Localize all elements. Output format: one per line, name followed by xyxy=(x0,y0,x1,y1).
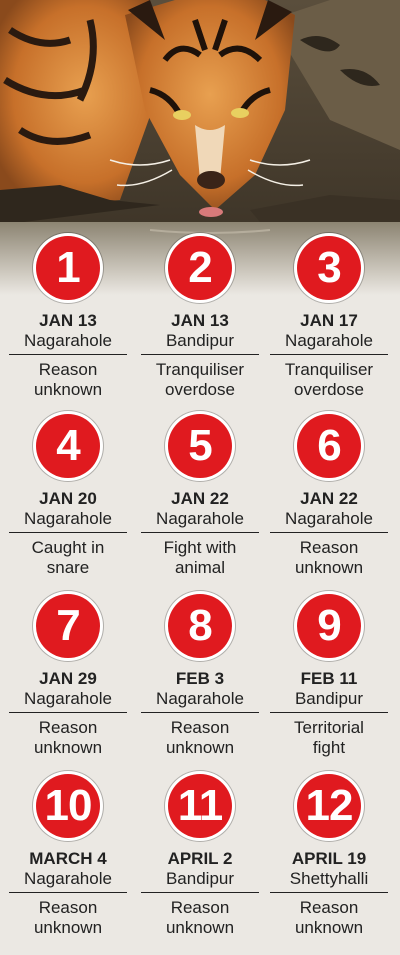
reason-line: overdose xyxy=(165,380,235,399)
death-location: Nagarahole xyxy=(9,508,127,533)
death-reason: Fight with animal xyxy=(141,538,259,578)
death-location: Nagarahole xyxy=(141,688,259,713)
death-reason: Reason unknown xyxy=(270,898,388,938)
death-reason: Tranquiliser overdose xyxy=(141,360,259,400)
reason-line: unknown xyxy=(165,738,235,757)
reason-line: Tranquiliser xyxy=(155,360,245,379)
death-date: JAN 13 xyxy=(171,311,229,330)
death-location: Nagarahole xyxy=(9,688,127,713)
tiger-death-card: 8 FEB 3 Nagarahole Reason unknown xyxy=(141,594,259,758)
number-badge: 11 xyxy=(168,774,232,838)
death-reason: Reason unknown xyxy=(9,718,127,758)
reason-line: Territorial xyxy=(294,718,364,737)
tiger-death-card: 6 JAN 22 Nagarahole Reason unknown xyxy=(270,414,388,578)
number-badge: 5 xyxy=(168,414,232,478)
death-date: APRIL 19 xyxy=(291,849,367,868)
death-date: JAN 17 xyxy=(300,311,358,330)
death-date: JAN 13 xyxy=(39,311,97,330)
reason-line: Reason xyxy=(38,360,98,379)
death-reason: Caught in snare xyxy=(9,538,127,578)
death-date: FEB 11 xyxy=(300,669,358,688)
reason-line: Reason xyxy=(170,718,230,737)
number-badge: 3 xyxy=(297,236,361,300)
death-location: Nagarahole xyxy=(9,330,127,355)
death-date: JAN 29 xyxy=(39,669,97,688)
death-date: APRIL 2 xyxy=(167,849,233,868)
death-reason: Tranquiliser overdose xyxy=(270,360,388,400)
number-badge: 7 xyxy=(36,594,100,658)
death-reason: Reason unknown xyxy=(9,898,127,938)
death-reason: Reason unknown xyxy=(270,538,388,578)
reason-line: Tranquiliser xyxy=(284,360,374,379)
reason-line: unknown xyxy=(294,558,364,577)
tiger-death-card: 11 APRIL 2 Bandipur Reason unknown xyxy=(141,774,259,938)
reason-line: Caught in xyxy=(31,538,105,557)
tiger-death-card: 1 JAN 13 Nagarahole Reason unknown xyxy=(9,236,127,400)
tiger-death-card: 5 JAN 22 Nagarahole Fight with animal xyxy=(141,414,259,578)
reason-line: Reason xyxy=(299,538,359,557)
reason-line: Reason xyxy=(38,898,98,917)
number-badge: 8 xyxy=(168,594,232,658)
tiger-death-card: 12 APRIL 19 Shettyhalli Reason unknown xyxy=(270,774,388,938)
death-date: MARCH 4 xyxy=(29,849,107,868)
number-badge: 9 xyxy=(297,594,361,658)
reason-line: fight xyxy=(312,738,346,757)
tiger-death-card: 7 JAN 29 Nagarahole Reason unknown xyxy=(9,594,127,758)
reason-line: unknown xyxy=(294,918,364,937)
reason-line: unknown xyxy=(33,738,103,757)
death-location: Shettyhalli xyxy=(270,868,388,893)
death-location: Nagarahole xyxy=(9,868,127,893)
death-date: JAN 22 xyxy=(300,489,358,508)
reason-line: unknown xyxy=(33,918,103,937)
death-location: Nagarahole xyxy=(270,330,388,355)
reason-line: snare xyxy=(46,558,90,577)
death-reason: Territorial fight xyxy=(270,718,388,758)
reason-line: unknown xyxy=(165,918,235,937)
number-badge: 12 xyxy=(297,774,361,838)
tiger-death-card: 9 FEB 11 Bandipur Territorial fight xyxy=(270,594,388,758)
death-reason: Reason unknown xyxy=(141,718,259,758)
reason-line: overdose xyxy=(294,380,364,399)
reason-line: animal xyxy=(174,558,226,577)
death-location: Bandipur xyxy=(270,688,388,713)
death-reason: Reason unknown xyxy=(141,898,259,938)
tiger-death-card: 4 JAN 20 Nagarahole Caught in snare xyxy=(9,414,127,578)
death-location: Nagarahole xyxy=(270,508,388,533)
death-date: JAN 20 xyxy=(39,489,97,508)
reason-line: unknown xyxy=(33,380,103,399)
death-location: Bandipur xyxy=(141,868,259,893)
number-badge: 4 xyxy=(36,414,100,478)
number-badge: 2 xyxy=(168,236,232,300)
death-date: FEB 3 xyxy=(175,669,225,688)
death-reason: Reason unknown xyxy=(9,360,127,400)
tiger-death-card: 10 MARCH 4 Nagarahole Reason unknown xyxy=(9,774,127,938)
reason-line: Reason xyxy=(38,718,98,737)
number-badge: 6 xyxy=(297,414,361,478)
tiger-death-card: 3 JAN 17 Nagarahole Tranquiliser overdose xyxy=(270,236,388,400)
reason-line: Fight with xyxy=(163,538,237,557)
death-location: Nagarahole xyxy=(141,508,259,533)
death-date: JAN 22 xyxy=(171,489,229,508)
number-badge: 1 xyxy=(36,236,100,300)
death-location: Bandipur xyxy=(141,330,259,355)
reason-line: Reason xyxy=(170,898,230,917)
reason-line: Reason xyxy=(299,898,359,917)
tiger-death-card: 2 JAN 13 Bandipur Tranquiliser overdose xyxy=(141,236,259,400)
number-badge: 10 xyxy=(36,774,100,838)
